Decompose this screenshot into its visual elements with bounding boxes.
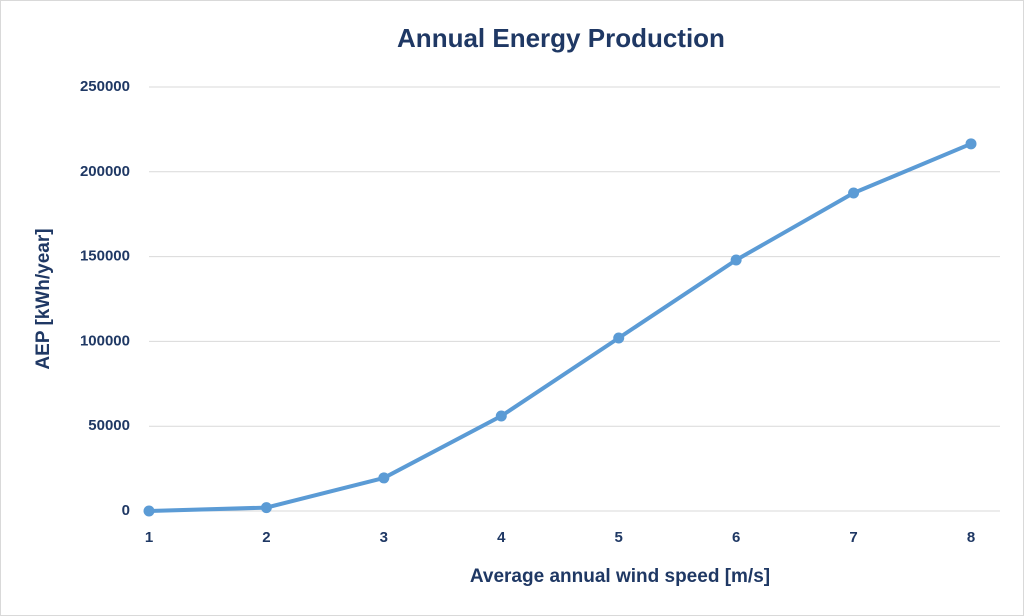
point xyxy=(848,187,860,199)
x-tick-label: 5 xyxy=(615,529,623,546)
x-tick-label: 2 xyxy=(262,529,270,546)
point xyxy=(495,410,507,422)
y-tick-label: 150000 xyxy=(80,248,130,265)
y-tick-label: 200000 xyxy=(80,163,130,180)
y-axis-label: AEP [kWh/year] xyxy=(33,228,54,369)
x-tick-label: 1 xyxy=(145,529,153,546)
point xyxy=(613,332,625,344)
chart-title: Annual Energy Production xyxy=(397,23,725,53)
x-tick-label: 4 xyxy=(497,529,506,546)
x-tick-label: 6 xyxy=(732,529,740,546)
point xyxy=(965,138,977,150)
line xyxy=(148,141,972,513)
point xyxy=(143,505,155,517)
y-tick-label: 50000 xyxy=(88,417,130,434)
y-tick-label: 250000 xyxy=(80,78,130,95)
x-axis-label: Average annual wind speed [m/s] xyxy=(470,566,770,587)
x-tick-label: 7 xyxy=(849,529,857,546)
point xyxy=(260,502,272,514)
point xyxy=(730,254,742,266)
y-tick-label: 100000 xyxy=(80,332,130,349)
x-tick-label: 8 xyxy=(967,529,975,546)
y-tick-label: 0 xyxy=(122,502,130,519)
x-tick-label: 3 xyxy=(380,529,388,546)
point xyxy=(378,472,390,484)
